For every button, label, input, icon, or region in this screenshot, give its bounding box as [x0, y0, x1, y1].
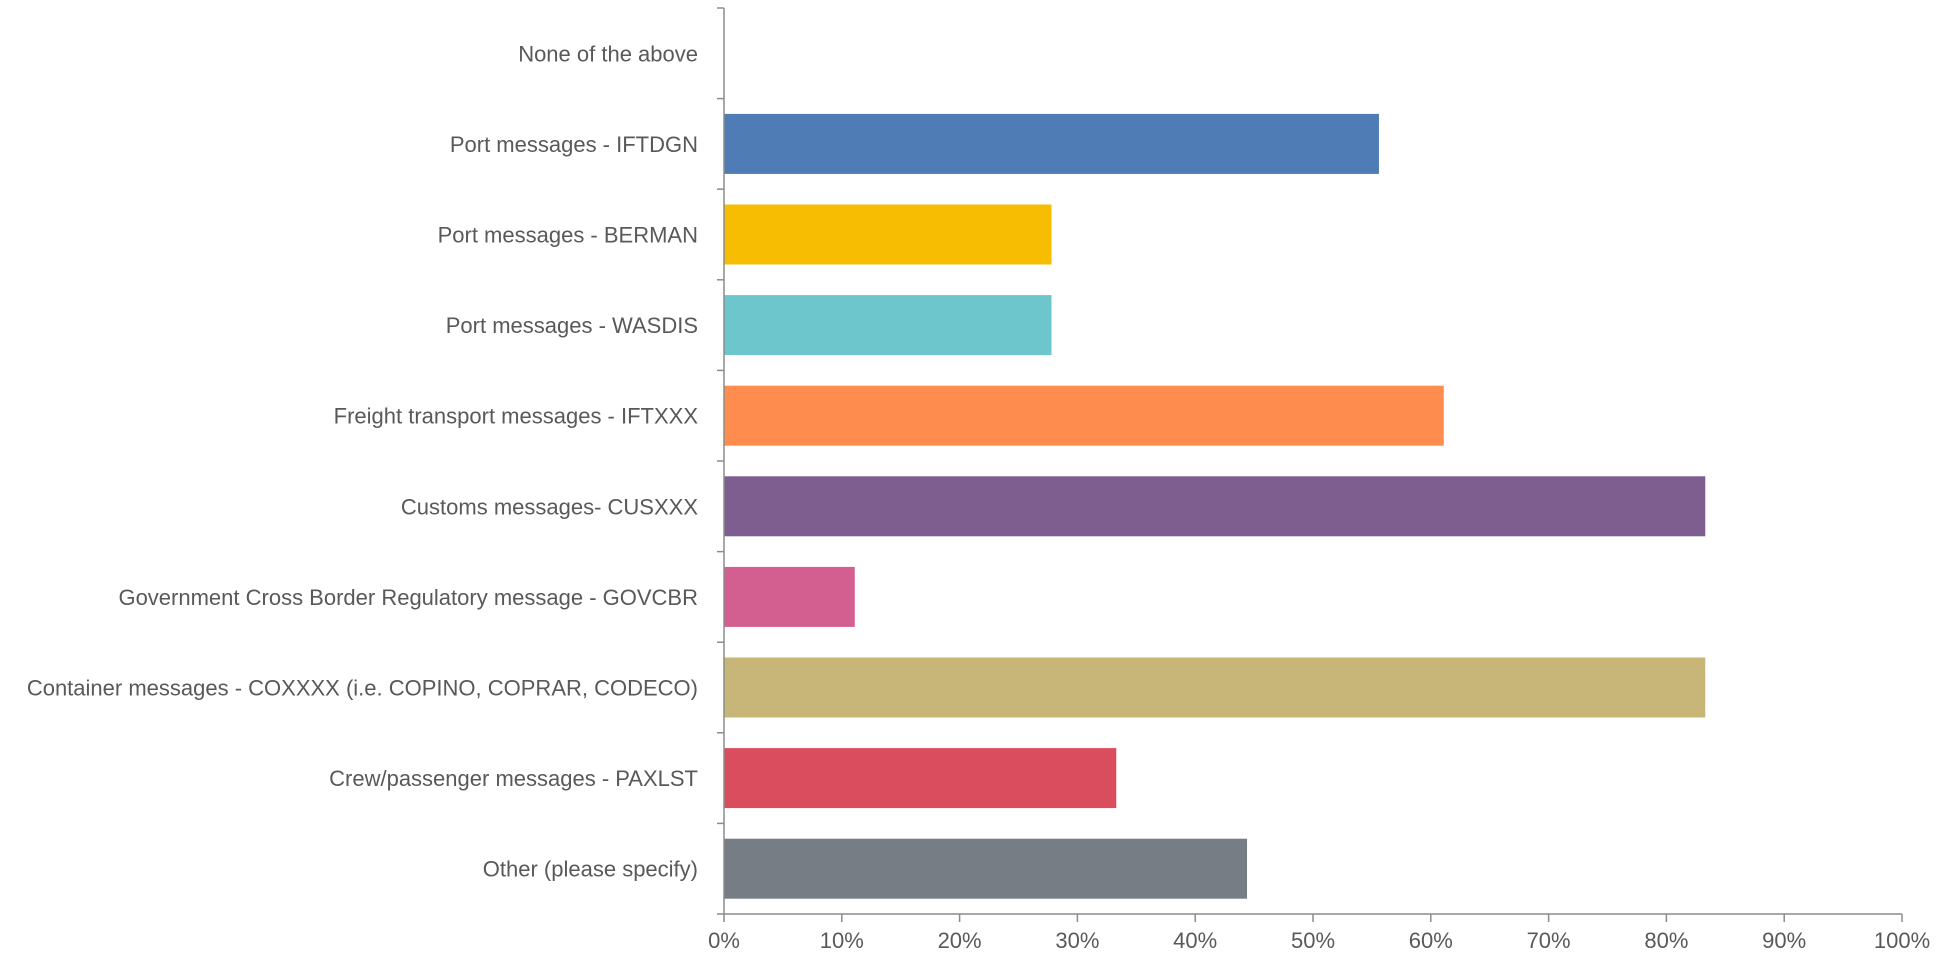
category-label: Port messages - WASDIS: [446, 313, 698, 338]
x-tick-label: 30%: [1055, 928, 1099, 953]
category-label: Government Cross Border Regulatory messa…: [118, 585, 698, 610]
axes-layer: [717, 7, 1903, 922]
bar-10: [724, 838, 1248, 899]
bar-6: [724, 476, 1706, 537]
bar-7: [724, 566, 855, 627]
bars-layer: [724, 113, 1706, 899]
bar-9: [724, 748, 1117, 809]
bar-8: [724, 657, 1706, 718]
category-label: Other (please specify): [483, 857, 698, 882]
category-label: Container messages - COXXXX (i.e. COPINO…: [27, 676, 698, 701]
labels-layer: None of the above Port messages - IFTDGN P…: [27, 41, 1930, 953]
bar-5: [724, 385, 1444, 446]
x-tick-label: 40%: [1173, 928, 1217, 953]
category-label: Port messages - BERMAN: [438, 223, 698, 248]
category-label: Freight transport messages - IFTXXX: [334, 404, 699, 429]
x-tick-label: 10%: [820, 928, 864, 953]
bar-3: [724, 204, 1052, 265]
bar-2: [724, 113, 1379, 174]
bar-4: [724, 295, 1052, 356]
x-tick-label: 60%: [1409, 928, 1453, 953]
category-label: None of the above: [518, 41, 698, 66]
x-tick-label: 20%: [938, 928, 982, 953]
x-tick-label: 50%: [1291, 928, 1335, 953]
x-tick-label: 0%: [708, 928, 740, 953]
x-tick-label: 90%: [1762, 928, 1806, 953]
category-label: Customs messages- CUSXXX: [401, 494, 698, 519]
category-label: Crew/passenger messages - PAXLST: [329, 766, 698, 791]
x-tick-label: 70%: [1527, 928, 1571, 953]
category-label: Port messages - IFTDGN: [450, 132, 698, 157]
x-tick-label: 100%: [1874, 928, 1930, 953]
x-tick-label: 80%: [1644, 928, 1688, 953]
